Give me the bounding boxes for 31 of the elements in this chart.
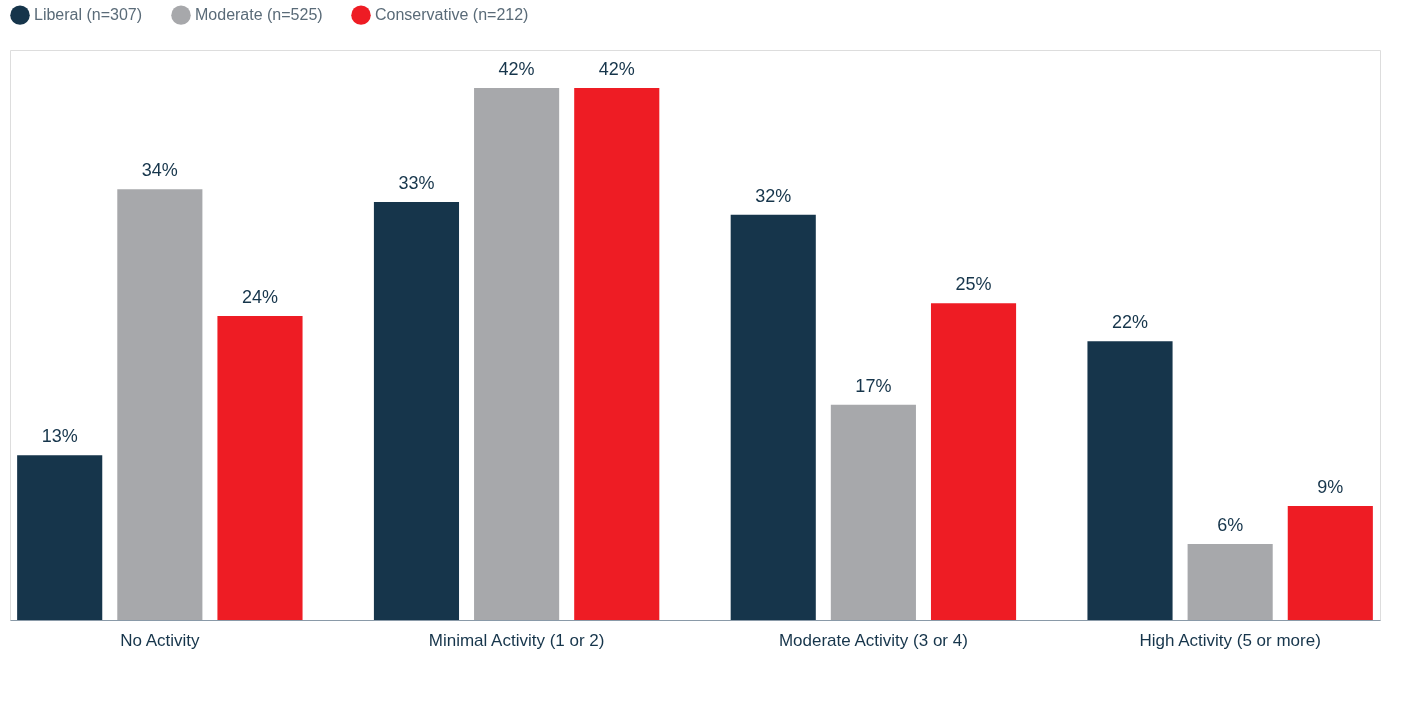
bar	[117, 189, 203, 620]
bar	[930, 303, 1017, 620]
data-label: 24%	[241, 287, 279, 307]
data-label: 34%	[141, 160, 178, 181]
data-label: 25%	[955, 274, 992, 295]
data-label: 42%	[498, 59, 535, 79]
x-tick-label: Moderate Activity (3 or 4)	[778, 630, 968, 650]
data-label: 13%	[41, 426, 78, 447]
bar	[373, 202, 460, 620]
x-tick-label: High Activity (5 or more)	[1139, 630, 1321, 650]
x-tick-label: Minimal Activity (1 or 2)	[428, 630, 605, 650]
bar	[830, 404, 916, 620]
bar	[1187, 544, 1273, 620]
data-label: 17%	[855, 375, 892, 396]
x-tick-label: No Activity	[120, 630, 201, 650]
bar	[574, 88, 660, 620]
data-label: 42%	[598, 59, 635, 79]
data-label: 9%	[1317, 477, 1344, 497]
legend-label: Conservative (n=212)	[375, 6, 529, 24]
data-label: 22%	[1111, 312, 1149, 333]
bar	[730, 214, 816, 620]
bar	[1287, 506, 1373, 620]
data-label: 32%	[755, 185, 792, 206]
data-label: 6%	[1217, 515, 1244, 535]
legend-label: Moderate (n=525)	[195, 6, 323, 24]
data-label: 33%	[398, 173, 435, 193]
legend-label: Liberal (n=307)	[34, 6, 143, 24]
bar	[474, 88, 560, 620]
bar	[17, 455, 103, 620]
bar	[217, 316, 303, 620]
bar	[1087, 341, 1173, 620]
